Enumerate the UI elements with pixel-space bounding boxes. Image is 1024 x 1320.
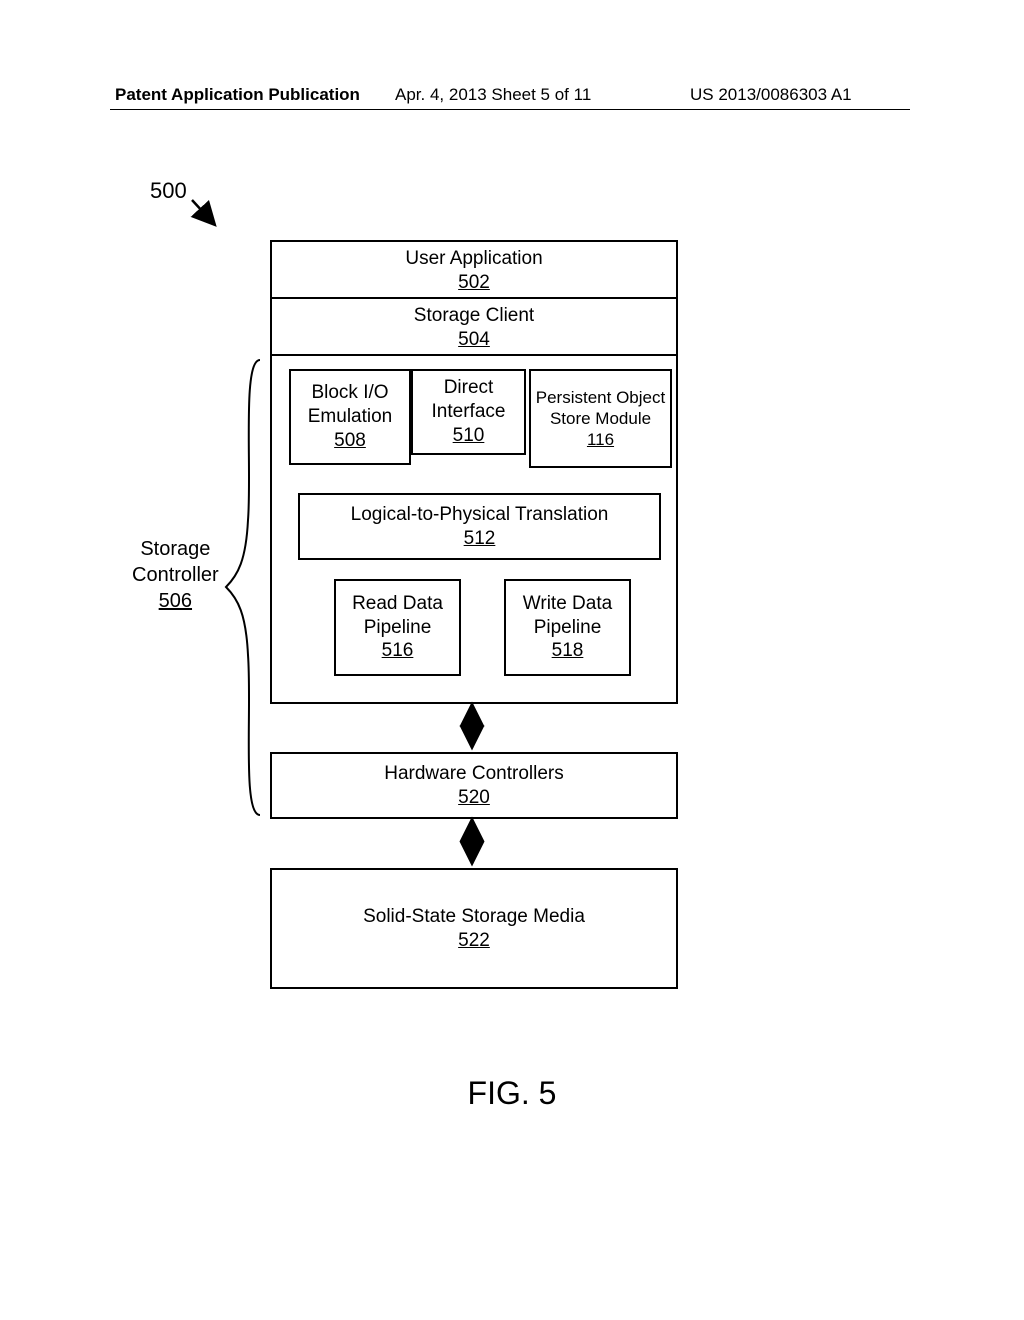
figure-label: FIG. 5 [0,1075,1024,1112]
arrow-hw-to-ssm-icon [0,0,1024,1320]
page: Patent Application Publication Apr. 4, 2… [0,0,1024,1320]
